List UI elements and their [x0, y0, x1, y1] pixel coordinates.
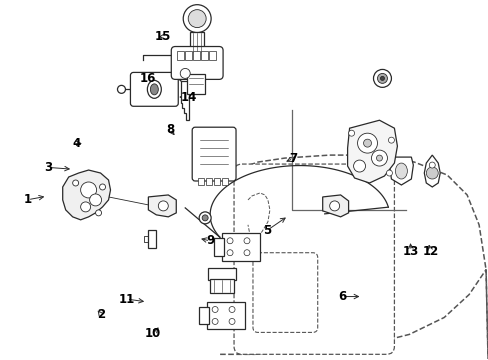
- Ellipse shape: [150, 84, 158, 95]
- Circle shape: [387, 137, 394, 143]
- Circle shape: [380, 76, 384, 80]
- Circle shape: [212, 306, 218, 312]
- Circle shape: [377, 73, 386, 84]
- Polygon shape: [388, 157, 412, 185]
- Bar: [214, 178, 220, 185]
- Bar: [199, 306, 209, 324]
- Circle shape: [117, 85, 125, 93]
- Bar: [207, 302, 244, 329]
- Text: 2: 2: [97, 308, 104, 321]
- Bar: [185, 50, 192, 60]
- Circle shape: [386, 170, 392, 176]
- Bar: [201, 50, 208, 60]
- Text: 14: 14: [181, 91, 197, 104]
- Circle shape: [244, 238, 249, 244]
- Polygon shape: [322, 195, 348, 217]
- Polygon shape: [181, 81, 189, 120]
- Text: 9: 9: [206, 234, 214, 247]
- Text: 5: 5: [263, 224, 271, 237]
- Circle shape: [95, 210, 102, 216]
- Text: 11: 11: [118, 293, 135, 306]
- FancyBboxPatch shape: [130, 72, 178, 106]
- Text: 15: 15: [154, 30, 170, 43]
- Circle shape: [228, 306, 235, 312]
- Circle shape: [376, 155, 382, 161]
- Polygon shape: [347, 120, 397, 183]
- Circle shape: [100, 184, 105, 190]
- Circle shape: [81, 182, 96, 198]
- Circle shape: [228, 319, 235, 324]
- Bar: [193, 50, 200, 60]
- FancyBboxPatch shape: [252, 253, 317, 332]
- FancyBboxPatch shape: [234, 164, 394, 354]
- Circle shape: [357, 133, 377, 153]
- Bar: [148, 230, 156, 248]
- Circle shape: [244, 250, 249, 256]
- Text: 1: 1: [23, 193, 32, 206]
- Bar: [222, 178, 227, 185]
- Text: 3: 3: [44, 161, 53, 174]
- Text: 6: 6: [337, 290, 346, 303]
- Circle shape: [426, 167, 437, 179]
- Ellipse shape: [147, 80, 161, 98]
- Bar: [177, 50, 184, 60]
- Circle shape: [183, 5, 211, 32]
- Text: 16: 16: [140, 72, 156, 85]
- Bar: [187, 75, 205, 94]
- Bar: [210, 279, 234, 293]
- Bar: [209, 50, 216, 60]
- Bar: [208, 268, 236, 280]
- Circle shape: [212, 319, 218, 324]
- Circle shape: [373, 69, 390, 87]
- Circle shape: [428, 162, 434, 168]
- FancyBboxPatch shape: [171, 46, 223, 80]
- Circle shape: [202, 215, 208, 221]
- Text: 7: 7: [288, 152, 297, 165]
- Circle shape: [353, 160, 365, 172]
- Circle shape: [89, 194, 102, 206]
- Circle shape: [348, 130, 354, 136]
- Bar: [214, 238, 224, 256]
- Polygon shape: [148, 195, 176, 217]
- Circle shape: [363, 139, 371, 147]
- Circle shape: [329, 201, 339, 211]
- Circle shape: [226, 238, 233, 244]
- Circle shape: [73, 180, 79, 186]
- Text: 10: 10: [144, 327, 161, 340]
- FancyBboxPatch shape: [192, 127, 236, 181]
- Text: 8: 8: [165, 122, 174, 136]
- Text: 12: 12: [422, 244, 438, 257]
- Circle shape: [226, 250, 233, 256]
- Bar: [222, 233, 260, 261]
- Polygon shape: [62, 170, 110, 220]
- Circle shape: [371, 150, 386, 166]
- Ellipse shape: [395, 163, 407, 179]
- Bar: [206, 178, 212, 185]
- Polygon shape: [424, 155, 439, 187]
- Circle shape: [81, 202, 90, 212]
- Text: 13: 13: [402, 244, 418, 257]
- Circle shape: [180, 68, 190, 78]
- Circle shape: [158, 201, 168, 211]
- Bar: [198, 178, 203, 185]
- Bar: [190, 32, 203, 54]
- Circle shape: [199, 212, 211, 224]
- Ellipse shape: [177, 64, 193, 82]
- Text: 4: 4: [72, 137, 81, 150]
- Circle shape: [188, 10, 206, 28]
